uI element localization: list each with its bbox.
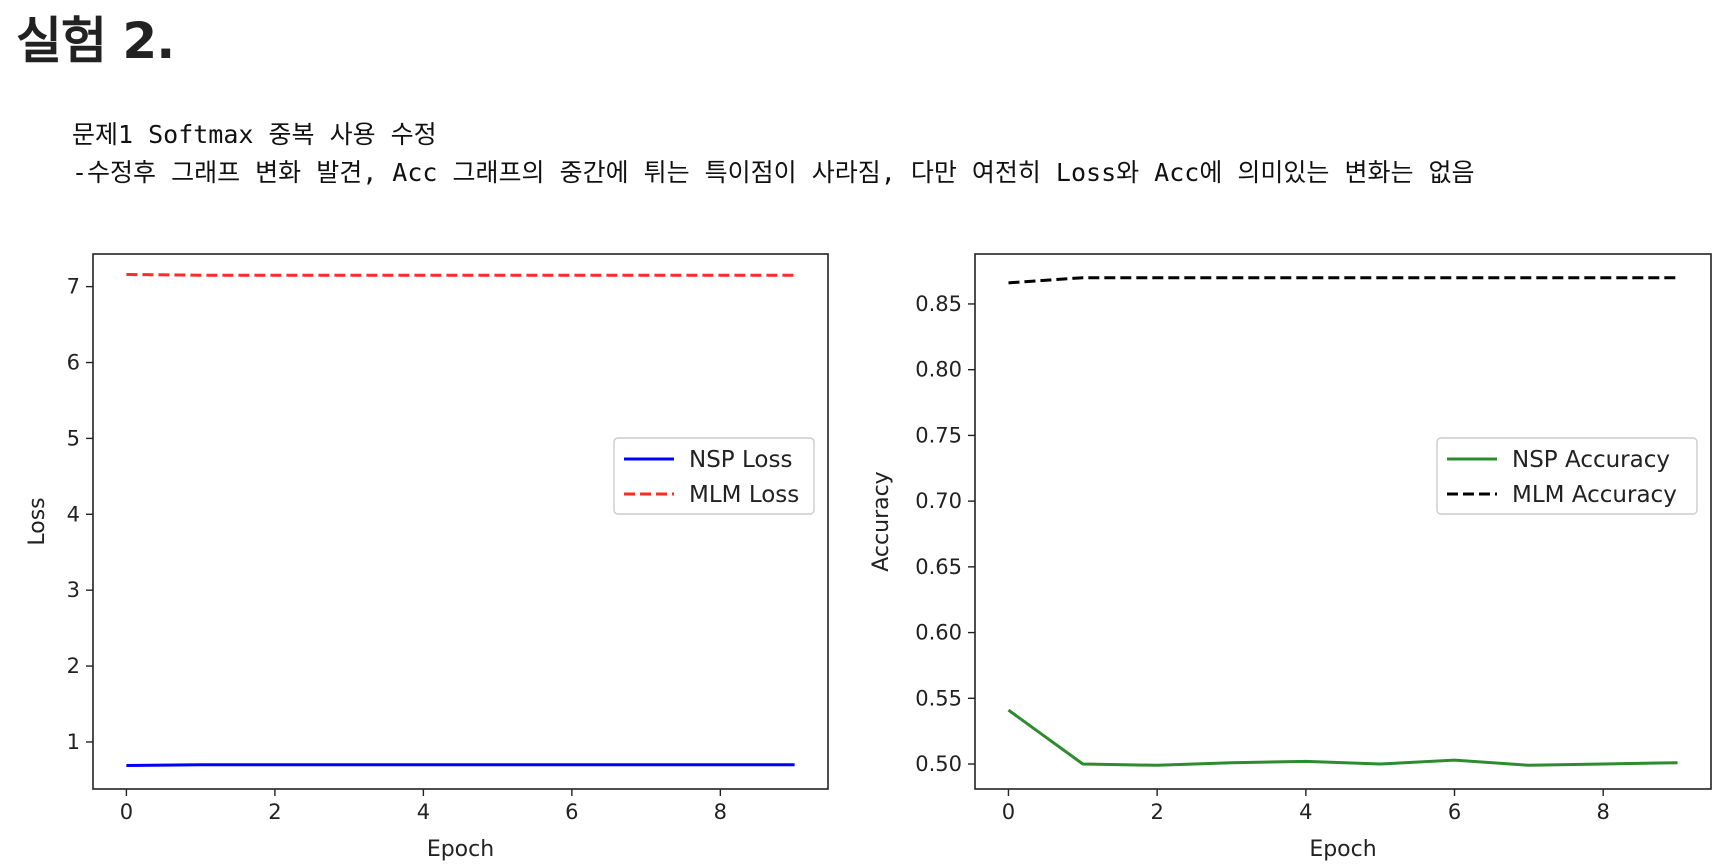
chart-image: 0 2 4 6 8 1 2 3 4 5 6 7 Epoch Loss NSP Loss MLM Loss 0 2 4…: [0, 228, 1725, 864]
charts-figure: 0 2 4 6 8 1 2 3 4 5 6 7 Epoch Loss NSP Loss MLM Loss 0 2 4…: [25, 253, 1712, 862]
series-line-1: [126, 763, 795, 767]
y-tick-label: 7: [67, 275, 80, 299]
note-line-1: 문제1 Softmax 중복 사용 수정: [72, 120, 437, 149]
y-tick-label: 0.50: [915, 752, 962, 776]
y-axis-label: Accuracy: [869, 471, 894, 571]
y-tick-label: 3: [67, 578, 80, 602]
y-tick-label: 2: [67, 654, 80, 678]
y-tick-label: 4: [67, 502, 80, 526]
legend-label: MLM Accuracy: [1512, 482, 1677, 508]
x-axis-label: Epoch: [427, 837, 494, 862]
y-tick-label: 5: [67, 426, 80, 450]
section-heading: 실험 2.: [16, 12, 175, 70]
x-axis-label: Epoch: [1309, 837, 1376, 862]
y-tick-label: 1: [67, 730, 80, 754]
x-tick-label: 2: [268, 800, 281, 824]
y-tick-label: 0.80: [915, 358, 962, 382]
x-tick-label: 6: [1448, 800, 1461, 824]
y-axis-label: Loss: [25, 497, 50, 545]
x-tick-label: 0: [120, 800, 133, 824]
y-tick-label: 0.70: [915, 489, 962, 513]
x-tick-label: 8: [714, 800, 727, 824]
y-tick-label: 6: [67, 351, 80, 375]
x-tick-label: 4: [1299, 800, 1312, 824]
chart-2: 0 2 4 6 8 0.50 0.55 0.60 0.65 0.70 0.75 0.80 0.85 Epo…: [869, 253, 1712, 862]
x-tick-label: 8: [1597, 800, 1610, 824]
y-tick-label: 0.65: [915, 555, 962, 579]
series-line-2: [1008, 276, 1678, 285]
plot-frame: [92, 253, 829, 790]
legend-label: NSP Accuracy: [1512, 447, 1670, 473]
y-tick-label: 0.75: [915, 423, 962, 447]
experiment-note: 문제1 Softmax 중복 사용 수정 -수정후 그래프 변화 발견, Acc…: [72, 116, 1475, 192]
legend-label: NSP Loss: [689, 447, 792, 473]
x-tick-label: 4: [417, 800, 430, 824]
plot-frame: [974, 253, 1712, 790]
x-tick-label: 0: [1002, 800, 1015, 824]
y-tick-label: 0.60: [915, 621, 962, 645]
y-tick-label: 0.55: [915, 686, 962, 710]
series-line-1: [1007, 708, 1678, 767]
legend-label: MLM Loss: [689, 482, 799, 508]
legend-box: [1436, 437, 1698, 515]
y-tick-label: 0.85: [915, 292, 962, 316]
note-line-2: -수정후 그래프 변화 발견, Acc 그래프의 중간에 튀는 특이점이 사라짐…: [72, 158, 1475, 187]
x-tick-label: 2: [1150, 800, 1163, 824]
chart-1: 0 2 4 6 8 1 2 3 4 5 6 7 Epoch Loss NSP Loss MLM Loss: [25, 253, 829, 862]
series-line-2: [126, 273, 795, 277]
x-tick-label: 6: [565, 800, 578, 824]
